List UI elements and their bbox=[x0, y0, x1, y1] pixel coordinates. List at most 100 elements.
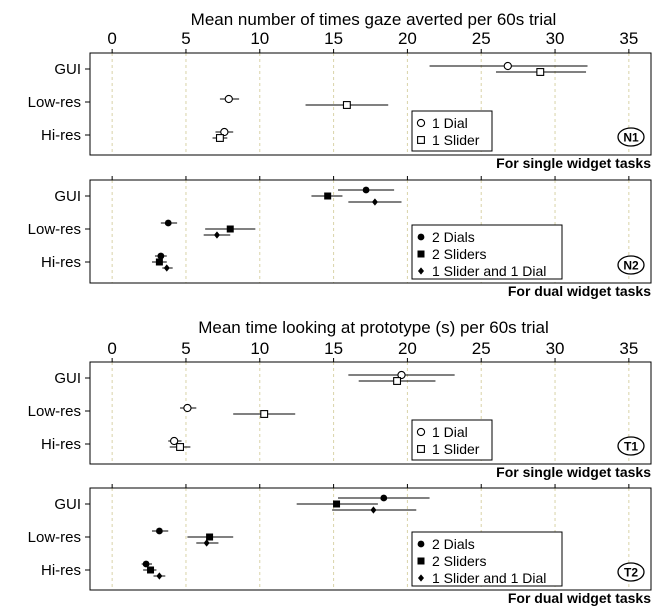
data-point bbox=[536, 68, 545, 76]
legend-marker bbox=[417, 136, 425, 144]
data-point bbox=[183, 403, 192, 413]
x-tick-label: 10 bbox=[250, 339, 269, 358]
data-point bbox=[169, 436, 179, 446]
series-2-sliders bbox=[143, 500, 378, 574]
legend-label: 1 Slider bbox=[432, 132, 480, 148]
category-label: GUI bbox=[54, 61, 81, 78]
series-1-dial bbox=[168, 370, 455, 446]
data-point bbox=[142, 560, 150, 568]
panel-note: For dual widget tasks bbox=[508, 590, 651, 606]
panel-badge bbox=[617, 562, 645, 582]
x-tick-label: 30 bbox=[546, 29, 565, 48]
x-tick-label: 10 bbox=[250, 29, 269, 48]
legend-label: 2 Sliders bbox=[432, 246, 486, 262]
x-tick-label: 25 bbox=[472, 29, 491, 48]
legend-label: 2 Dials bbox=[432, 536, 475, 552]
legend-label: 1 Dial bbox=[432, 424, 468, 440]
panel-note: For single widget tasks bbox=[496, 155, 651, 171]
legend-box bbox=[411, 419, 493, 461]
legend-box bbox=[411, 110, 493, 152]
plot-area bbox=[90, 53, 651, 155]
x-tick-label: 20 bbox=[398, 339, 417, 358]
legend-label: 2 Dials bbox=[432, 229, 475, 245]
x-tick-label: 30 bbox=[546, 339, 565, 358]
x-tick-label: 20 bbox=[398, 29, 417, 48]
legend-label: 2 Sliders bbox=[432, 553, 486, 569]
data-point bbox=[324, 192, 332, 200]
legend-box bbox=[411, 531, 563, 587]
series-1-dial bbox=[215, 61, 588, 137]
data-point bbox=[393, 377, 402, 385]
panel-badge bbox=[617, 436, 645, 456]
x-tick-label: 35 bbox=[619, 29, 638, 48]
panel-badge-label: N2 bbox=[623, 259, 639, 273]
panel-badge-label: T2 bbox=[624, 566, 638, 580]
x-tick-label: 5 bbox=[181, 339, 190, 358]
data-point bbox=[206, 533, 214, 541]
legend-marker bbox=[417, 250, 425, 258]
legend-label: 1 Dial bbox=[432, 115, 468, 131]
panel-badge-label: N1 bbox=[623, 131, 639, 145]
series-1-slider bbox=[169, 377, 436, 451]
data-point bbox=[362, 186, 370, 194]
category-label: Hi-res bbox=[41, 254, 81, 271]
x-tick-label: 0 bbox=[107, 339, 116, 358]
legend-marker bbox=[416, 118, 426, 128]
panel-frame bbox=[89, 361, 652, 465]
chart-2: Mean time looking at prototype (s) per 6… bbox=[28, 318, 652, 606]
data-point bbox=[371, 198, 378, 206]
category-label: Hi-res bbox=[41, 127, 81, 144]
panel-badge-label: T1 bbox=[624, 440, 638, 454]
data-point bbox=[503, 61, 512, 71]
series-1-slider bbox=[212, 68, 587, 142]
plot-area bbox=[90, 488, 651, 590]
data-point bbox=[333, 500, 341, 508]
x-tick-label: 25 bbox=[472, 339, 491, 358]
panel-note: For dual widget tasks bbox=[508, 283, 651, 299]
x-tick-label: 5 bbox=[181, 29, 190, 48]
x-tick-label: 15 bbox=[324, 339, 343, 358]
plot-area bbox=[90, 362, 651, 464]
chart-title: Mean time looking at prototype (s) per 6… bbox=[198, 318, 549, 337]
panel-frame bbox=[89, 487, 652, 591]
category-label: Low-res bbox=[28, 403, 81, 420]
series-2-sliders bbox=[152, 192, 343, 266]
x-tick-label: 35 bbox=[619, 339, 638, 358]
legend-label: 1 Slider and 1 Dial bbox=[432, 570, 546, 586]
category-label: GUI bbox=[54, 496, 81, 513]
data-point bbox=[380, 494, 388, 502]
panel-badge bbox=[617, 255, 645, 275]
data-point bbox=[370, 506, 377, 514]
category-label: Hi-res bbox=[41, 436, 81, 453]
series-2-dials bbox=[154, 186, 395, 260]
data-point bbox=[156, 572, 163, 580]
data-point bbox=[224, 94, 233, 104]
x-tick-label: 15 bbox=[324, 29, 343, 48]
plot-area bbox=[90, 180, 651, 283]
data-point bbox=[342, 101, 351, 109]
series-1-slider-and-1-dial bbox=[162, 198, 402, 272]
legend-marker bbox=[418, 267, 424, 275]
series-2-dials bbox=[141, 494, 430, 568]
legend-label: 1 Slider and 1 Dial bbox=[432, 263, 546, 279]
legend-marker bbox=[416, 427, 426, 437]
legend-marker bbox=[417, 445, 425, 453]
legend-label: 1 Slider bbox=[432, 441, 480, 457]
data-point bbox=[176, 443, 185, 451]
legend-marker bbox=[418, 574, 424, 582]
data-point bbox=[213, 231, 220, 239]
data-point bbox=[164, 219, 172, 227]
data-point bbox=[203, 539, 210, 547]
panel-note: For single widget tasks bbox=[496, 464, 651, 480]
data-point bbox=[155, 527, 163, 535]
data-point bbox=[226, 225, 234, 233]
data-point bbox=[397, 370, 406, 380]
